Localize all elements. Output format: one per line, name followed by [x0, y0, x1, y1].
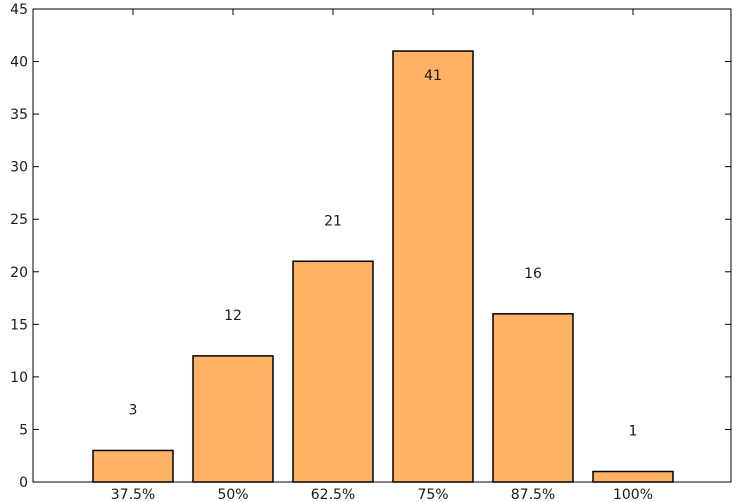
plot-frame	[32, 8, 732, 483]
x-tick-label: 87.5%	[511, 487, 555, 502]
bar	[492, 313, 574, 483]
bar	[192, 355, 274, 483]
y-axis: 0 5 10 15 20 25 30 35 40 45	[10, 2, 731, 491]
bar	[392, 50, 474, 483]
y-tick-label: 30	[10, 160, 28, 176]
data-label: 16	[524, 266, 542, 282]
data-labels-group: 3 12 21 41 16 1	[129, 68, 638, 439]
data-label: 12	[224, 308, 242, 324]
y-tick-label: 5	[19, 422, 28, 438]
y-tick-label: 15	[10, 317, 28, 333]
y-tick-label: 45	[10, 2, 28, 18]
bar	[592, 470, 674, 483]
data-label: 3	[129, 402, 138, 418]
x-tick-label: 50%	[217, 487, 248, 502]
data-label: 21	[324, 213, 342, 229]
data-label: 1	[629, 423, 638, 439]
y-tick-label: 40	[10, 55, 28, 71]
x-tick-label: 75%	[417, 487, 448, 502]
bar	[92, 449, 174, 483]
data-label: 41	[424, 68, 442, 84]
x-tick-label: 100%	[613, 487, 653, 502]
y-tick-label: 25	[10, 212, 28, 228]
bar	[292, 260, 374, 483]
x-tick-label: 37.5%	[111, 487, 155, 502]
bars-group	[92, 50, 674, 483]
x-tick-label: 62.5%	[311, 487, 355, 502]
y-tick-label: 10	[10, 370, 28, 386]
x-axis: 37.5% 50% 62.5% 75% 87.5% 100%	[111, 9, 653, 502]
y-tick-label: 0	[19, 475, 28, 491]
y-tick-label: 20	[10, 265, 28, 281]
y-tick-label: 35	[10, 107, 28, 123]
